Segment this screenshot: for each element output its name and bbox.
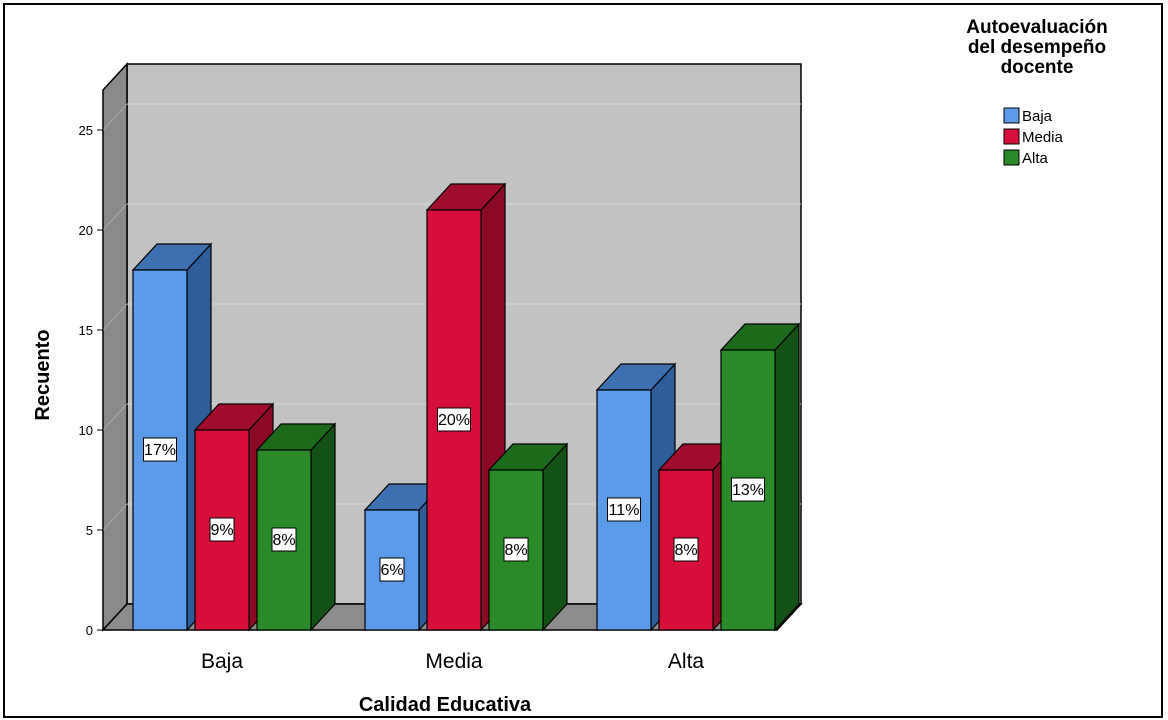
data-label-box bbox=[209, 517, 235, 542]
gridline-side bbox=[102, 103, 128, 131]
bars: 17% 9% 8% 6% 20% 8% 11% 8% 13% bbox=[131, 182, 801, 632]
legend-label: Media bbox=[1022, 129, 1064, 146]
y-tick-label: 10 bbox=[79, 423, 93, 438]
legend-label: Baja bbox=[1022, 108, 1053, 125]
legend-swatch bbox=[1003, 128, 1020, 145]
legend-title: Autoevaluación bbox=[966, 17, 1107, 38]
x-axis-title: Calidad Educativa bbox=[359, 694, 532, 716]
y-tick-label: 5 bbox=[86, 523, 93, 538]
bar-side bbox=[310, 422, 336, 632]
data-label-box bbox=[379, 557, 405, 582]
data-label: 8% bbox=[674, 542, 697, 559]
bar-baja-alta: 8% bbox=[255, 422, 337, 632]
chart-frame: 17% 9% 8% 6% 20% 8% 11% 8% 13% 0 5 10 15 20 25 Baja Me… bbox=[3, 3, 1163, 718]
y-axis: 0 5 10 15 20 25 bbox=[79, 90, 104, 638]
y-axis-title: Recuento bbox=[32, 329, 54, 420]
y-tick-label: 0 bbox=[86, 623, 93, 638]
bar-media-alta: 8% bbox=[487, 442, 569, 632]
y-tick-label: 15 bbox=[79, 323, 93, 338]
legend-label: Alta bbox=[1022, 150, 1049, 167]
data-label-box bbox=[503, 537, 529, 562]
data-label: 8% bbox=[272, 532, 295, 549]
data-label: 8% bbox=[504, 542, 527, 559]
data-label-box bbox=[731, 477, 765, 502]
bar-chart: 17% 9% 8% 6% 20% 8% 11% 8% 13% 0 5 10 15 20 25 Baja Me… bbox=[32, 17, 1108, 716]
data-label-box bbox=[143, 437, 177, 462]
data-label: 13% bbox=[732, 482, 764, 499]
x-tick-label: Alta bbox=[668, 650, 705, 673]
data-label-box bbox=[271, 527, 297, 552]
y-tick-label: 25 bbox=[79, 123, 93, 138]
gridline-side bbox=[102, 503, 128, 531]
data-label: 20% bbox=[438, 412, 470, 429]
data-label-box bbox=[607, 497, 641, 522]
legend-swatch bbox=[1003, 149, 1020, 166]
x-tick-label: Media bbox=[425, 650, 483, 673]
x-axis: Baja Media Alta bbox=[201, 650, 704, 673]
data-label-box bbox=[437, 407, 471, 432]
gridline-side bbox=[102, 303, 128, 331]
bar-side bbox=[542, 442, 568, 632]
legend-title: docente bbox=[1001, 57, 1074, 78]
data-label: 6% bbox=[380, 562, 403, 579]
gridline-side bbox=[102, 403, 128, 431]
bar-alta-alta: 13% bbox=[719, 322, 801, 632]
x-tick-label: Baja bbox=[201, 650, 243, 673]
data-label: 17% bbox=[144, 442, 176, 459]
y-tick-label: 20 bbox=[79, 223, 93, 238]
legend-swatch bbox=[1003, 107, 1020, 124]
data-label: 9% bbox=[210, 522, 233, 539]
bar-side bbox=[774, 322, 800, 632]
gridline-side bbox=[102, 203, 128, 231]
side-wall bbox=[102, 62, 128, 632]
legend-title: del desempeño bbox=[968, 37, 1106, 58]
data-label-box bbox=[673, 537, 699, 562]
data-label: 11% bbox=[609, 502, 640, 519]
